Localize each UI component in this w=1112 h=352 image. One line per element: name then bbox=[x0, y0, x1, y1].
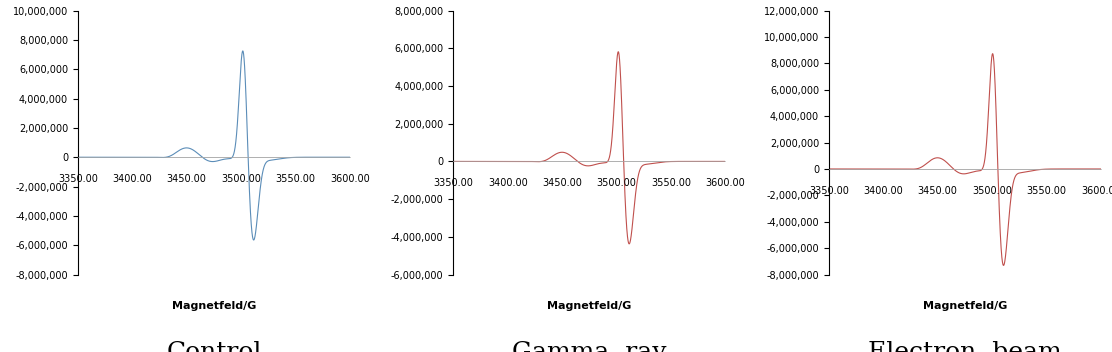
Text: Magnetfeld/G: Magnetfeld/G bbox=[923, 301, 1007, 311]
Text: 3600.00: 3600.00 bbox=[705, 178, 745, 188]
Text: 3400.00: 3400.00 bbox=[863, 186, 903, 196]
Text: Control: Control bbox=[166, 341, 261, 352]
Text: 3350.00: 3350.00 bbox=[58, 174, 98, 184]
Text: 3550.00: 3550.00 bbox=[1026, 186, 1066, 196]
Text: 3550.00: 3550.00 bbox=[276, 174, 316, 184]
Text: 3600.00: 3600.00 bbox=[1081, 186, 1112, 196]
Text: Electron  beam: Electron beam bbox=[868, 341, 1062, 352]
Text: 3500.00: 3500.00 bbox=[972, 186, 1012, 196]
Text: Magnetfeld/G: Magnetfeld/G bbox=[547, 301, 632, 311]
Text: 3500.00: 3500.00 bbox=[221, 174, 261, 184]
Text: 3400.00: 3400.00 bbox=[112, 174, 152, 184]
Text: 3550.00: 3550.00 bbox=[651, 178, 691, 188]
Text: 3450.00: 3450.00 bbox=[917, 186, 957, 196]
Text: 3350.00: 3350.00 bbox=[808, 186, 848, 196]
Text: 3500.00: 3500.00 bbox=[597, 178, 636, 188]
Text: 3350.00: 3350.00 bbox=[434, 178, 474, 188]
Text: Magnetfeld/G: Magnetfeld/G bbox=[171, 301, 256, 311]
Text: 3450.00: 3450.00 bbox=[167, 174, 207, 184]
Text: 3400.00: 3400.00 bbox=[488, 178, 527, 188]
Text: 3450.00: 3450.00 bbox=[543, 178, 582, 188]
Text: 3600.00: 3600.00 bbox=[330, 174, 370, 184]
Text: Gamma  ray: Gamma ray bbox=[513, 341, 666, 352]
